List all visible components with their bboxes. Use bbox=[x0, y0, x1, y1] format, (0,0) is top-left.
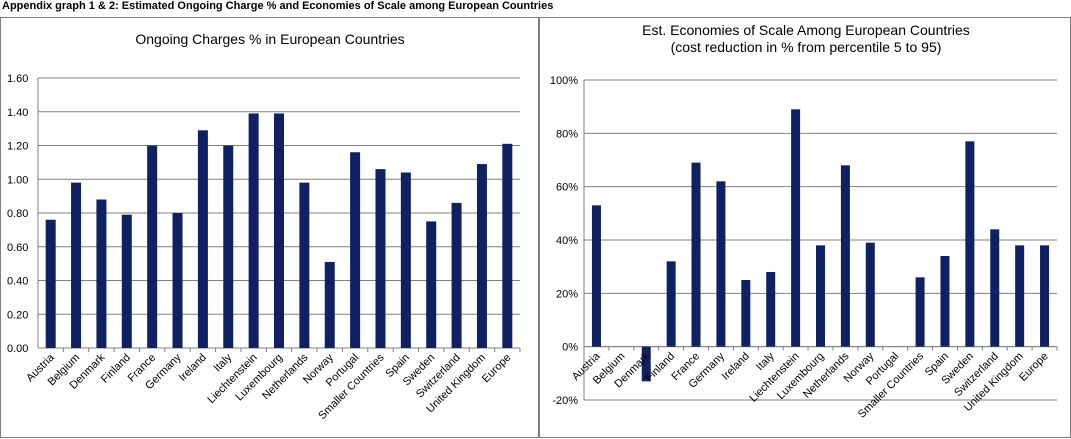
bar bbox=[965, 141, 975, 347]
bar bbox=[121, 214, 132, 348]
y-tick-label: 0.00 bbox=[7, 343, 28, 355]
bar bbox=[400, 172, 411, 348]
bar bbox=[96, 199, 107, 348]
bar bbox=[324, 261, 335, 348]
bar bbox=[666, 261, 676, 347]
y-tick-label: 80% bbox=[556, 128, 578, 140]
x-tick-label: Ireland bbox=[720, 350, 752, 382]
bar bbox=[223, 145, 234, 348]
y-tick-label: -20% bbox=[552, 395, 578, 407]
bar bbox=[502, 143, 513, 348]
ongoing-charges-chart-svg: Ongoing Charges % in European Countries 0… bbox=[7, 31, 521, 422]
bar bbox=[591, 205, 601, 347]
chart-subtitle: (cost reduction in % from percentile 5 t… bbox=[671, 39, 942, 55]
bar bbox=[791, 109, 801, 347]
bar bbox=[641, 346, 651, 382]
y-tick-label: 0.60 bbox=[7, 242, 28, 254]
y-tick-label: 60% bbox=[556, 182, 578, 194]
bar bbox=[816, 245, 825, 347]
bar bbox=[147, 145, 158, 348]
bar bbox=[274, 113, 284, 348]
bar bbox=[248, 113, 259, 348]
y-tick-label: 0.80 bbox=[7, 208, 28, 220]
economies-of-scale-chart-svg: Est. Economies of Scale Among European C… bbox=[550, 22, 1058, 421]
y-tick-label: 20% bbox=[556, 288, 578, 300]
y-tick-label: 1.60 bbox=[7, 73, 28, 85]
bar bbox=[865, 242, 875, 347]
y-tick-label: 0.20 bbox=[7, 309, 28, 321]
bar bbox=[71, 182, 82, 348]
bar bbox=[426, 221, 437, 348]
economies-of-scale-chart: Est. Economies of Scale Among European C… bbox=[539, 17, 1071, 438]
y-tick-label: 1.40 bbox=[7, 107, 28, 119]
y-tick-label: 100% bbox=[550, 75, 578, 87]
x-tick-label: Ireland bbox=[177, 352, 209, 384]
bar bbox=[691, 162, 701, 347]
chart-title: Est. Economies of Scale Among European C… bbox=[642, 22, 970, 38]
bar bbox=[350, 152, 361, 348]
y-tick-label: 1.20 bbox=[7, 141, 28, 153]
y-tick-label: 40% bbox=[556, 235, 578, 247]
page-heading: Appendix graph 1 & 2: Estimated Ongoing … bbox=[2, 0, 554, 12]
bar bbox=[716, 181, 726, 347]
bar bbox=[766, 272, 776, 347]
y-tick-label: 0% bbox=[562, 342, 578, 354]
bar bbox=[476, 164, 487, 348]
bar bbox=[45, 219, 56, 348]
ongoing-charges-chart: Ongoing Charges % in European Countries 0… bbox=[0, 17, 539, 438]
bar bbox=[1015, 245, 1025, 347]
x-tick-label: Europe bbox=[480, 352, 514, 386]
bar bbox=[451, 202, 462, 348]
bar bbox=[299, 182, 310, 348]
bar bbox=[840, 165, 850, 347]
bar bbox=[1040, 245, 1050, 347]
bar bbox=[741, 280, 751, 347]
bar bbox=[940, 256, 950, 347]
y-tick-label: 1.00 bbox=[7, 174, 28, 186]
y-tick-label: 0.40 bbox=[7, 276, 28, 288]
bar bbox=[375, 169, 386, 348]
bar bbox=[990, 229, 1000, 347]
chart-title: Ongoing Charges % in European Countries bbox=[135, 31, 404, 47]
bar bbox=[172, 213, 183, 348]
bar bbox=[915, 277, 925, 347]
bar bbox=[197, 130, 208, 348]
